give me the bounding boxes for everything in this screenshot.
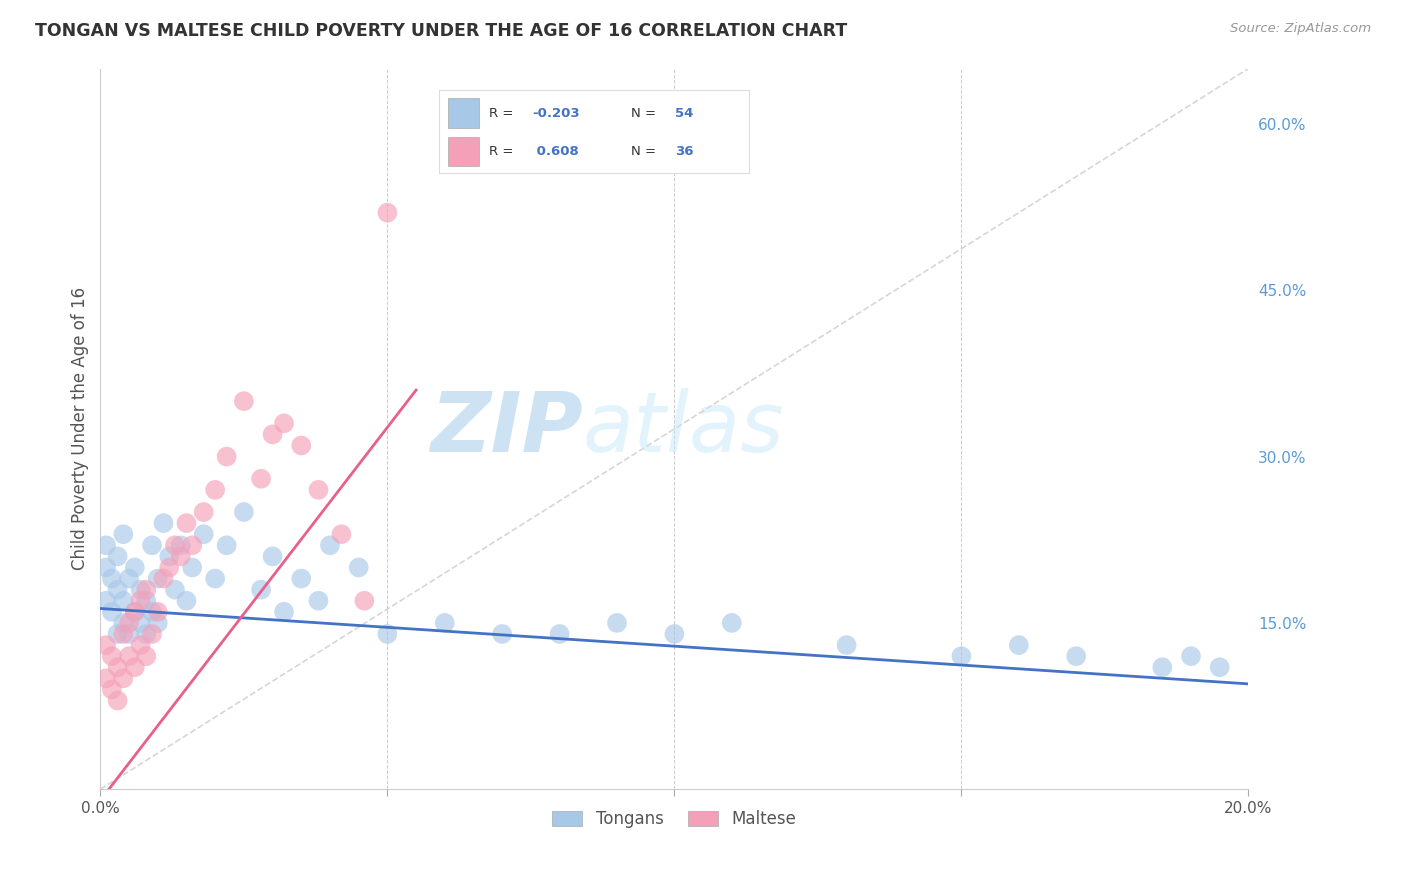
Point [94, 671, 117, 685]
Point [433, 615, 456, 630]
Point [129, 593, 152, 607]
Point [112, 593, 135, 607]
Point [232, 505, 254, 519]
Point [181, 560, 204, 574]
Point [720, 615, 742, 630]
Point [664, 627, 686, 641]
Point [124, 605, 146, 619]
Point [94, 538, 117, 552]
Point [118, 649, 141, 664]
Point [107, 582, 129, 597]
Point [606, 615, 628, 630]
Point [152, 572, 174, 586]
Point [152, 516, 174, 530]
Point [107, 693, 129, 707]
Point [330, 527, 353, 541]
Point [163, 538, 186, 552]
Text: ZIP: ZIP [430, 388, 582, 469]
Point [262, 549, 284, 564]
Point [308, 593, 330, 607]
Point [118, 615, 141, 630]
Point [112, 671, 135, 685]
Point [273, 417, 295, 431]
Point [107, 660, 129, 674]
Point [101, 572, 124, 586]
Point [135, 582, 157, 597]
Point [1008, 638, 1031, 652]
Point [1064, 649, 1087, 664]
Point [193, 527, 215, 541]
Point [129, 638, 152, 652]
Point [262, 427, 284, 442]
Point [176, 593, 198, 607]
Point [215, 538, 238, 552]
Point [112, 615, 135, 630]
Point [250, 472, 273, 486]
Point [146, 615, 169, 630]
Point [176, 516, 198, 530]
Point [290, 572, 312, 586]
Point [157, 549, 180, 564]
Point [129, 582, 152, 597]
Point [170, 549, 193, 564]
Point [129, 615, 152, 630]
Point [319, 538, 342, 552]
Point [124, 660, 146, 674]
Point [101, 605, 124, 619]
Point [347, 560, 370, 574]
Point [135, 627, 157, 641]
Point [193, 505, 215, 519]
Point [124, 605, 146, 619]
Point [112, 627, 135, 641]
Y-axis label: Child Poverty Under the Age of 16: Child Poverty Under the Age of 16 [72, 287, 89, 570]
Point [377, 205, 399, 219]
Point [950, 649, 973, 664]
Point [163, 582, 186, 597]
Point [290, 438, 312, 452]
Point [94, 593, 117, 607]
Point [94, 638, 117, 652]
Point [548, 627, 571, 641]
Point [101, 682, 124, 697]
Point [135, 649, 157, 664]
Point [146, 572, 169, 586]
Point [157, 560, 180, 574]
Point [232, 394, 254, 409]
Point [1152, 660, 1174, 674]
Point [101, 649, 124, 664]
Point [135, 593, 157, 607]
Point [141, 627, 163, 641]
Point [1180, 649, 1202, 664]
Point [308, 483, 330, 497]
Point [215, 450, 238, 464]
Point [94, 560, 117, 574]
Point [181, 538, 204, 552]
Point [118, 627, 141, 641]
Point [118, 572, 141, 586]
Point [107, 627, 129, 641]
Point [146, 605, 169, 619]
Point [250, 582, 273, 597]
Text: Source: ZipAtlas.com: Source: ZipAtlas.com [1230, 22, 1371, 36]
Point [204, 483, 226, 497]
Point [170, 538, 193, 552]
Point [1209, 660, 1232, 674]
Text: TONGAN VS MALTESE CHILD POVERTY UNDER THE AGE OF 16 CORRELATION CHART: TONGAN VS MALTESE CHILD POVERTY UNDER TH… [35, 22, 848, 40]
Point [124, 560, 146, 574]
Point [353, 593, 375, 607]
Point [273, 605, 295, 619]
Legend: Tongans, Maltese: Tongans, Maltese [546, 804, 803, 835]
Point [835, 638, 858, 652]
Point [377, 627, 399, 641]
Point [141, 605, 163, 619]
Point [141, 538, 163, 552]
Point [107, 549, 129, 564]
Text: atlas: atlas [582, 388, 785, 469]
Point [204, 572, 226, 586]
Point [112, 527, 135, 541]
Point [491, 627, 513, 641]
